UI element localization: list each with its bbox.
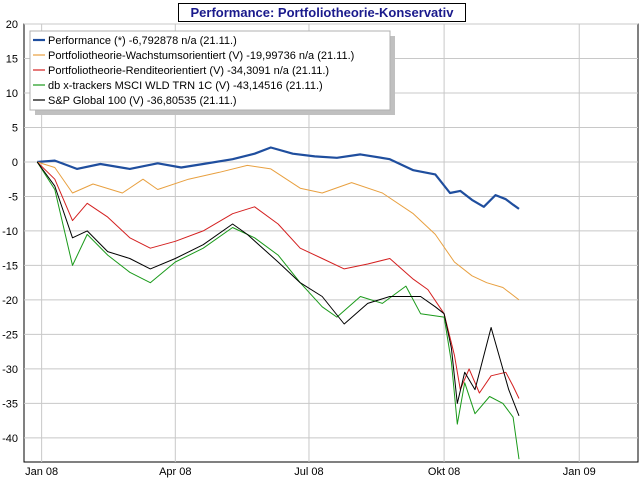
series-line-1: [37, 146, 520, 210]
series-line-2: [37, 161, 520, 301]
y-tick-label: 20: [6, 19, 18, 31]
y-tick-label: -40: [2, 433, 18, 445]
y-tick-label: 15: [6, 53, 18, 65]
y-tick-label: -35: [2, 398, 18, 410]
legend-label: Performance (*) -6,792878 n/a (21.11.): [48, 35, 237, 47]
y-tick-label: -15: [2, 260, 18, 272]
y-tick-label: -5: [8, 191, 18, 203]
y-tick-label: 0: [12, 157, 18, 169]
series-line-4: [36, 161, 520, 460]
legend-label: Portfoliotheorie-Renditeorientiert (V) -…: [48, 65, 329, 77]
legend-label: S&P Global 100 (V) -36,80535 (21.11.): [48, 95, 237, 107]
y-tick-label: 5: [12, 122, 18, 134]
y-tick-label: -20: [2, 295, 18, 307]
y-tick-label: -10: [2, 226, 18, 238]
legend-label: db x-trackers MSCI WLD TRN 1C (V) -43,14…: [48, 80, 323, 92]
x-tick-label: Okt 08: [428, 466, 460, 478]
legend: Performance (*) -6,792878 n/a (21.11.) Po…: [29, 30, 395, 115]
legend-box: [29, 30, 391, 111]
x-tick-label: Apr 08: [159, 466, 191, 478]
legend-label: Portfoliotheorie-Wachstumsorientiert (V)…: [48, 50, 354, 62]
y-tick-label: -30: [2, 364, 18, 376]
x-axis: Jan 08 Apr 08 Jul 08 Okt 08 Jan 09: [25, 466, 596, 478]
x-tick-label: Jul 08: [294, 466, 323, 478]
chart-title-box: Performance: Portfoliotheorie-Konservati…: [178, 3, 466, 22]
y-tick-label: 10: [6, 88, 18, 100]
y-tick-label: -25: [2, 329, 18, 341]
series-line-3: [36, 161, 520, 399]
x-tick-label: Jan 09: [563, 466, 596, 478]
x-tick-label: Jan 08: [25, 466, 58, 478]
y-axis: 20 15 10 5 0 -5 -10 -15 -20 -25 -30 -35 -40: [2, 19, 18, 445]
series-line-5: [36, 161, 520, 416]
chart-title: Performance: Portfoliotheorie-Konservati…: [190, 5, 454, 20]
series-lines: [36, 146, 520, 460]
